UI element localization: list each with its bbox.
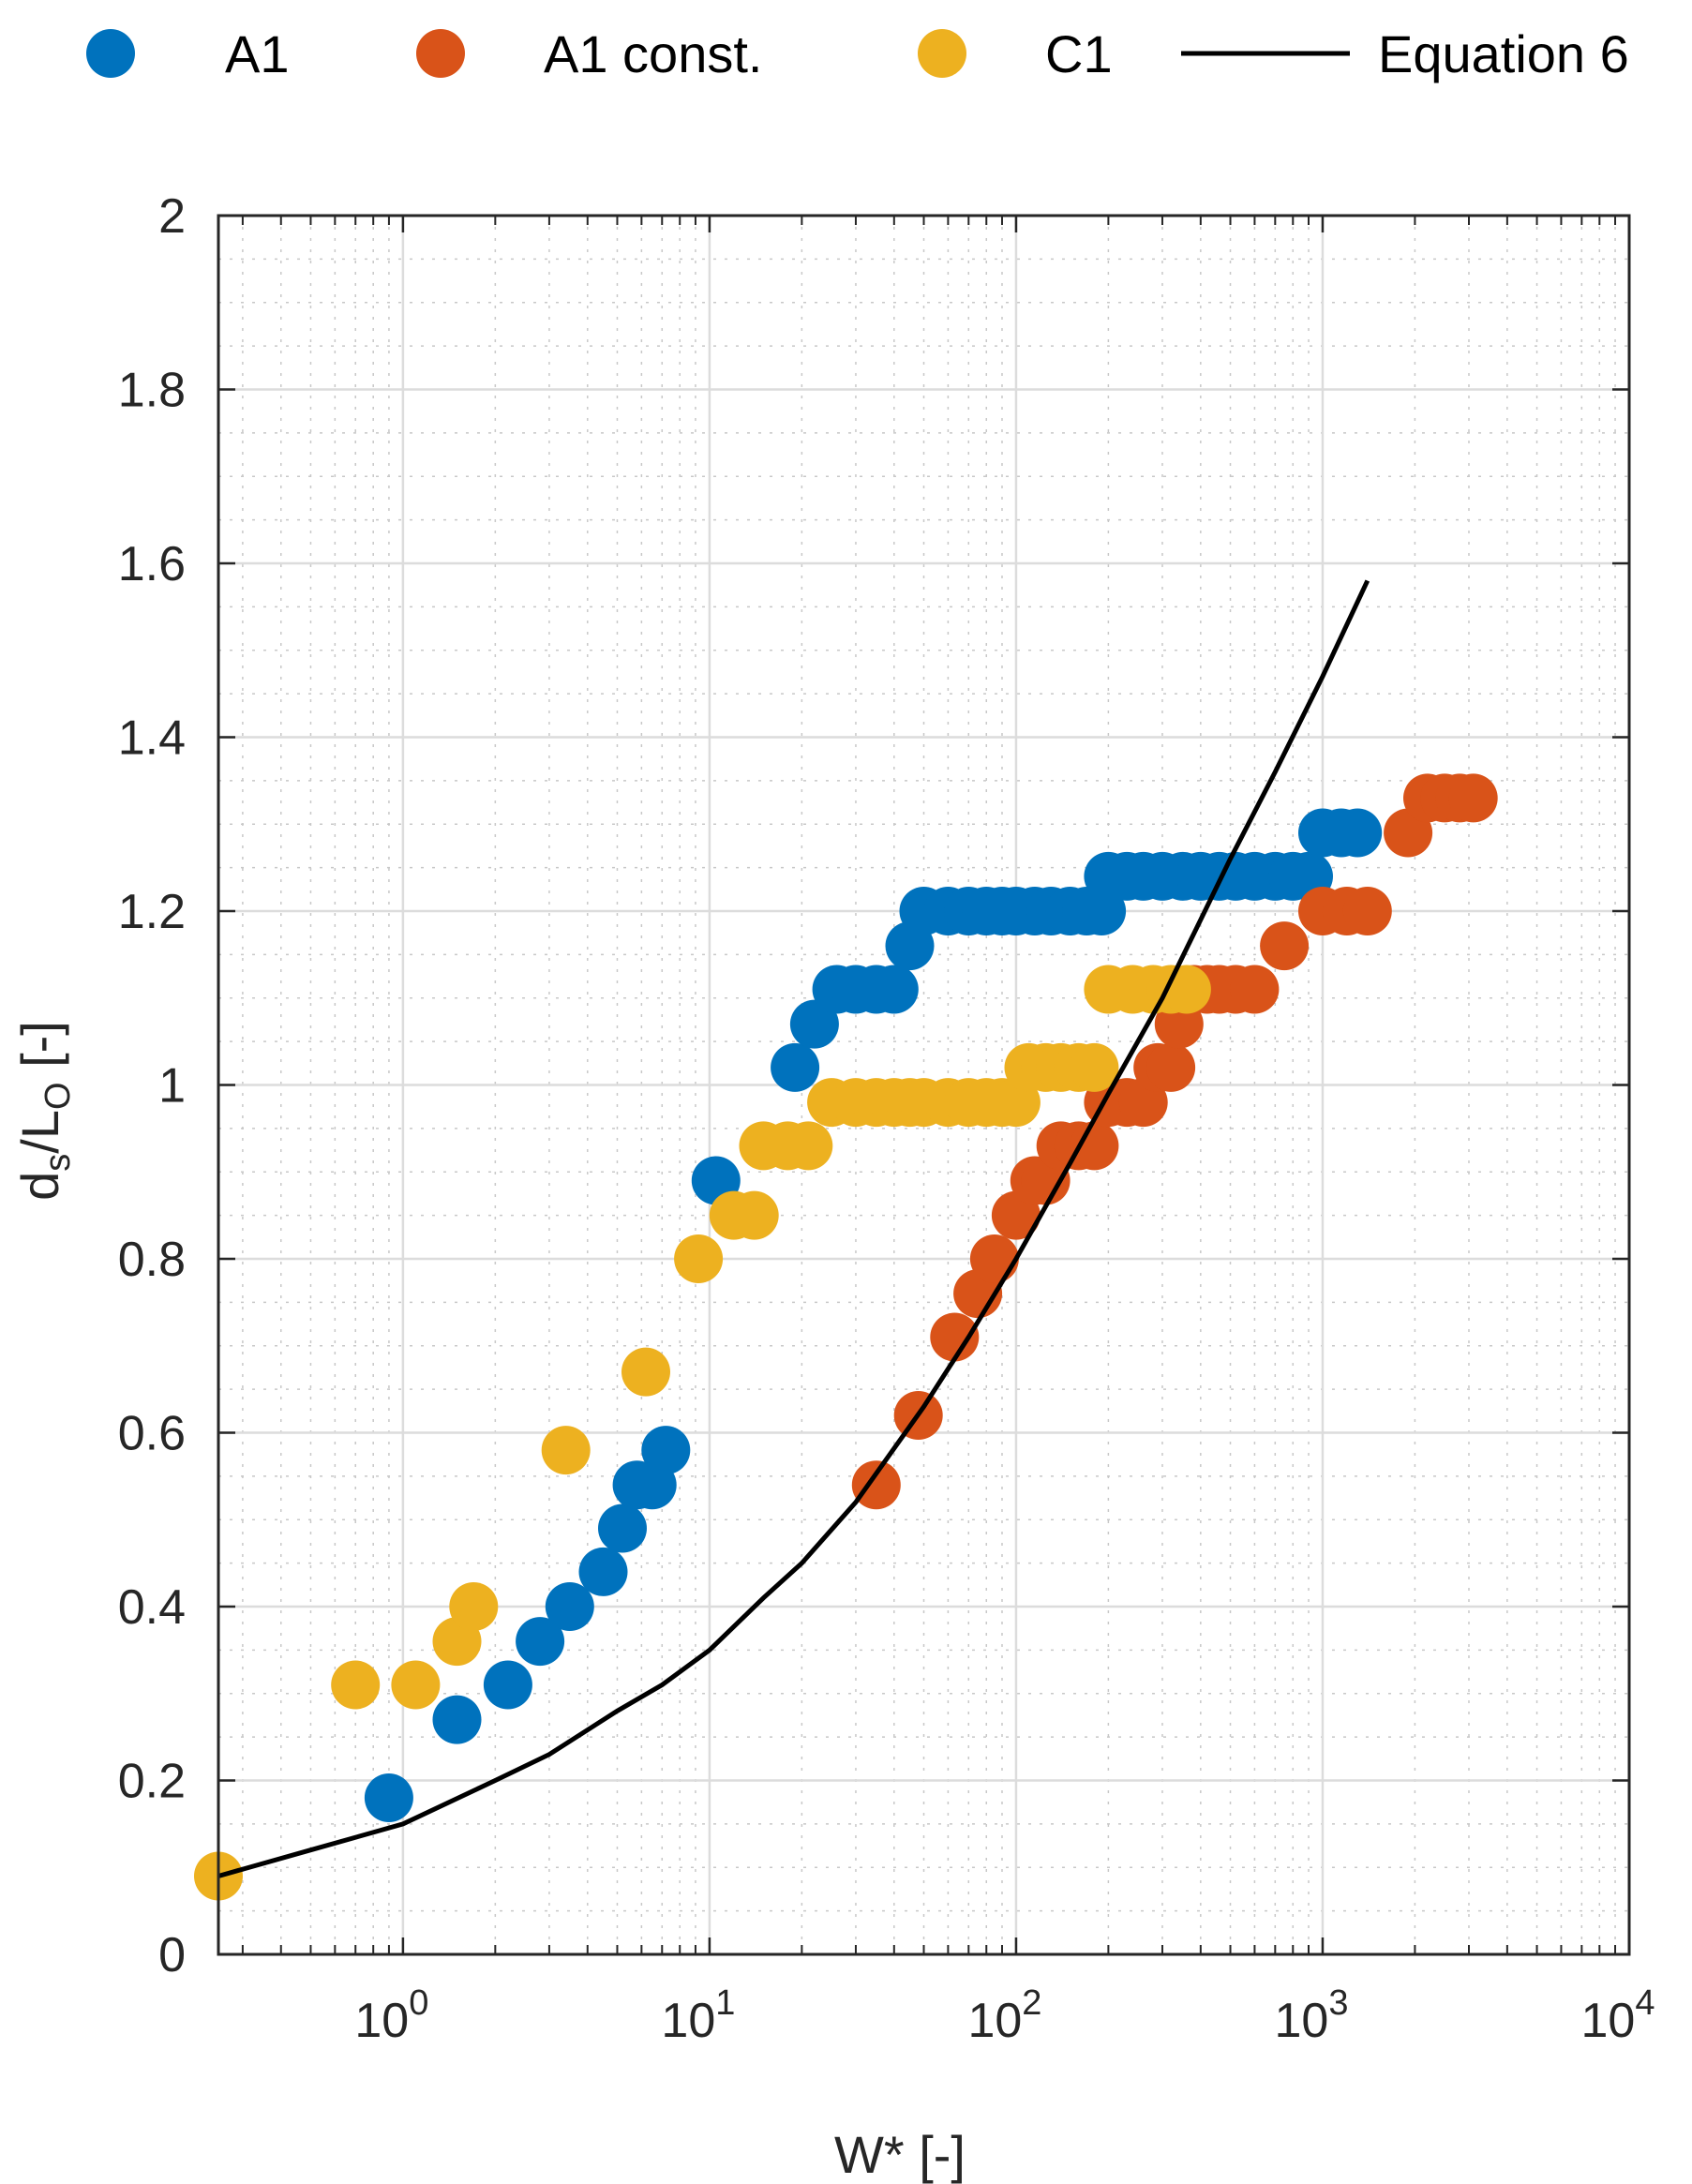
data-point-a1-const xyxy=(851,1460,901,1510)
data-point-a1-const xyxy=(1146,1042,1196,1092)
data-point-a1 xyxy=(641,1426,691,1475)
data-point-a1-const xyxy=(969,1234,1019,1283)
data-point-c1 xyxy=(331,1660,381,1710)
x-tick-labels: 100 101 102 103 104 xyxy=(354,1983,1655,2048)
data-point-a1 xyxy=(869,965,919,1014)
y-axis-title: ds/LO [-] xyxy=(10,1021,78,1201)
data-point-c1 xyxy=(729,1190,779,1240)
y-tick-label: 2 xyxy=(158,189,186,244)
x-tick-label: 101 xyxy=(661,1983,735,2048)
data-point-a1-const xyxy=(1070,1121,1119,1171)
x-tick-label: 103 xyxy=(1274,1983,1348,2048)
data-point-c1 xyxy=(1070,1042,1119,1092)
data-point-c1 xyxy=(1161,965,1211,1014)
data-point-a1 xyxy=(483,1660,532,1710)
data-point-c1 xyxy=(449,1582,499,1631)
data-point-a1 xyxy=(789,999,839,1049)
legend-label: A1 const. xyxy=(544,24,762,83)
data-point-c1 xyxy=(391,1660,441,1710)
series-line-equation-6 xyxy=(217,579,1370,1878)
data-point-a1 xyxy=(364,1773,413,1822)
legend-dot-marker xyxy=(918,29,966,78)
data-point-a1-const xyxy=(930,1312,980,1362)
y-tick-label: 1.6 xyxy=(118,537,186,591)
data-point-a1-const xyxy=(1260,921,1310,971)
x-tick-label: 104 xyxy=(1581,1983,1655,2048)
legend-dot-marker xyxy=(86,29,135,78)
legend-dot-marker xyxy=(416,29,465,78)
y-tick-label: 0.4 xyxy=(118,1580,186,1635)
legend-label: Equation 6 xyxy=(1378,24,1629,83)
data-point-a1-const xyxy=(1342,887,1392,935)
y-tick-label: 1.4 xyxy=(118,711,186,766)
data-point-a1 xyxy=(771,1042,820,1092)
legend-label: C1 xyxy=(1045,24,1113,83)
y-tick-label: 0 xyxy=(158,1928,186,1982)
data-point-a1 xyxy=(1333,808,1383,858)
data-point-c1 xyxy=(621,1347,670,1397)
y-tick-labels: 0 0.2 0.4 0.6 0.8 1 1.2 1.4 1.6 1.8 2 xyxy=(118,189,186,1982)
y-tick-label: 1.2 xyxy=(118,885,186,939)
scatter-points-layer xyxy=(194,579,1498,1901)
data-point-a1 xyxy=(578,1547,628,1596)
data-point-c1 xyxy=(541,1426,591,1475)
legend-label: A1 xyxy=(225,24,290,83)
data-point-c1 xyxy=(784,1121,833,1171)
y-tick-label: 1.8 xyxy=(118,364,186,418)
data-point-a1 xyxy=(598,1503,647,1553)
y-tick-label: 0.8 xyxy=(118,1233,186,1287)
x-axis-title: W* [-] xyxy=(834,2125,966,2184)
y-tick-label: 0.6 xyxy=(118,1407,186,1461)
legend: A1 A1 const. C1 Equation 6 xyxy=(86,24,1629,83)
data-point-a1-const xyxy=(1230,965,1280,1014)
data-point-a1 xyxy=(516,1617,565,1667)
x-tick-label: 102 xyxy=(967,1983,1041,2048)
x-tick-label: 100 xyxy=(354,1983,428,2048)
data-point-a1 xyxy=(545,1582,594,1631)
y-tick-label: 1 xyxy=(158,1059,186,1114)
tick-marks xyxy=(218,214,1631,1956)
y-tick-label: 0.2 xyxy=(118,1755,186,1809)
data-point-a1-const xyxy=(1448,773,1498,823)
data-point-c1 xyxy=(674,1234,724,1283)
data-point-a1 xyxy=(432,1695,482,1744)
